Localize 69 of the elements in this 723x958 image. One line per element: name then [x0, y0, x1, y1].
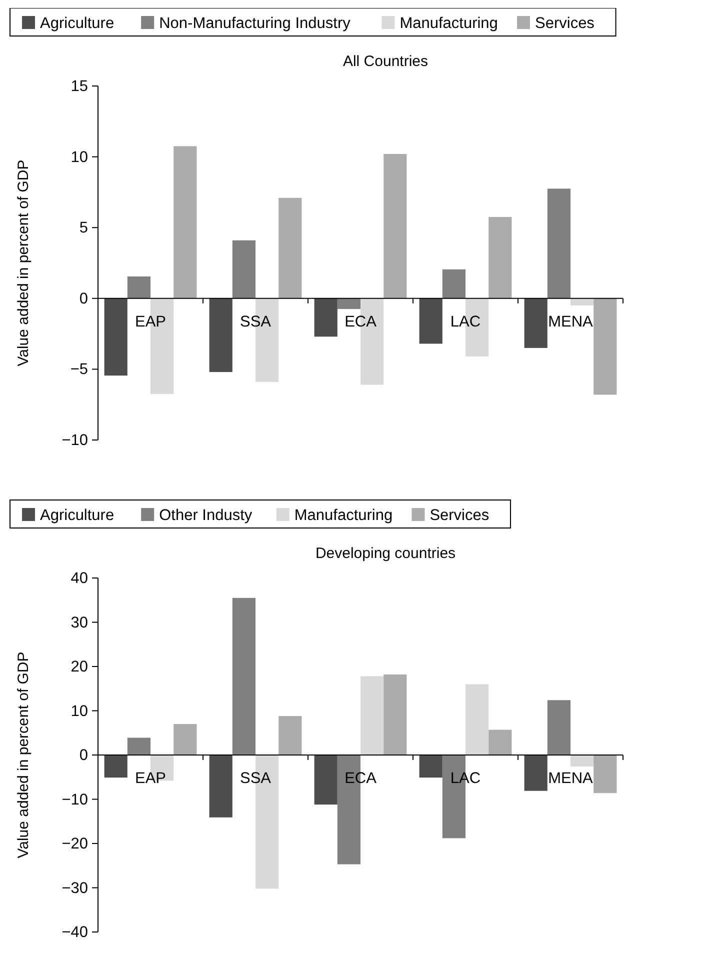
- y-tick-label: 10: [70, 148, 88, 166]
- x-tick-label: ECA: [344, 313, 378, 330]
- bar: [337, 298, 360, 310]
- x-tick-label: EAP: [134, 770, 166, 787]
- bar: [209, 755, 232, 818]
- bar: [488, 730, 512, 755]
- y-tick-label: 15: [70, 78, 88, 95]
- chart-title: Developing countries: [315, 545, 456, 562]
- legend-label: Non-Manufacturing Industry: [159, 15, 351, 32]
- bar: [384, 674, 407, 755]
- x-tick-label: MENA: [548, 313, 594, 330]
- bar: [466, 684, 489, 755]
- y-tick-label: 0: [79, 747, 88, 764]
- x-tick-label: LAC: [450, 770, 481, 787]
- bar: [174, 146, 197, 298]
- y-tick-label: 20: [70, 658, 88, 676]
- bar: [314, 298, 338, 337]
- chart-title: All Countries: [342, 53, 428, 70]
- bar: [127, 276, 150, 298]
- legend-label: Agriculture: [40, 15, 114, 32]
- bar: [360, 676, 384, 755]
- bar: [104, 298, 128, 376]
- legend-label: Manufacturing: [400, 15, 498, 32]
- bar: [524, 755, 548, 791]
- bar: [278, 716, 302, 755]
- y-tick-label: 5: [79, 220, 88, 237]
- y-tick-label: 0: [79, 290, 88, 308]
- y-axis-title: Value added in percent of GDP: [15, 652, 32, 858]
- bar: [594, 298, 617, 395]
- x-tick-label: LAC: [450, 313, 481, 330]
- bar: [570, 298, 594, 306]
- y-tick-label: 10: [70, 702, 88, 720]
- bar: [209, 298, 232, 372]
- bar: [547, 700, 570, 755]
- bar: [278, 198, 302, 298]
- y-tick-label: 30: [70, 614, 88, 632]
- y-tick-label: 40: [70, 570, 88, 587]
- x-tick-label: MENA: [548, 770, 594, 787]
- bar: [524, 298, 548, 348]
- y-tick-label: −20: [62, 836, 88, 852]
- bar: [314, 755, 338, 805]
- legend-label: Services: [430, 507, 490, 524]
- y-tick-label: −10: [62, 432, 88, 449]
- bar: [547, 188, 570, 298]
- bar: [232, 598, 256, 755]
- legend-label: Other Industy: [159, 507, 252, 524]
- legend-label: Agriculture: [40, 507, 114, 524]
- bar: [232, 240, 256, 298]
- y-axis-title: Value added in percent of GDP: [15, 160, 32, 366]
- y-tick-label: −5: [70, 361, 88, 378]
- y-tick-label: −30: [62, 880, 88, 897]
- legend-label: Manufacturing: [294, 507, 393, 524]
- bar: [488, 216, 512, 298]
- x-tick-label: ECA: [344, 770, 378, 787]
- x-tick-label: SSA: [240, 313, 272, 330]
- bar: [127, 738, 150, 755]
- bar: [419, 298, 442, 344]
- bar: [570, 755, 594, 767]
- y-tick-label: −40: [62, 924, 88, 941]
- bar: [419, 755, 442, 778]
- bar: [104, 755, 128, 778]
- bar: [384, 154, 407, 298]
- x-tick-label: SSA: [240, 770, 272, 787]
- bar: [594, 755, 617, 794]
- y-tick-label: −10: [62, 791, 88, 808]
- x-tick-label: EAP: [134, 313, 166, 330]
- legend-label: Services: [535, 15, 595, 32]
- bar: [174, 724, 197, 755]
- bar: [442, 269, 466, 298]
